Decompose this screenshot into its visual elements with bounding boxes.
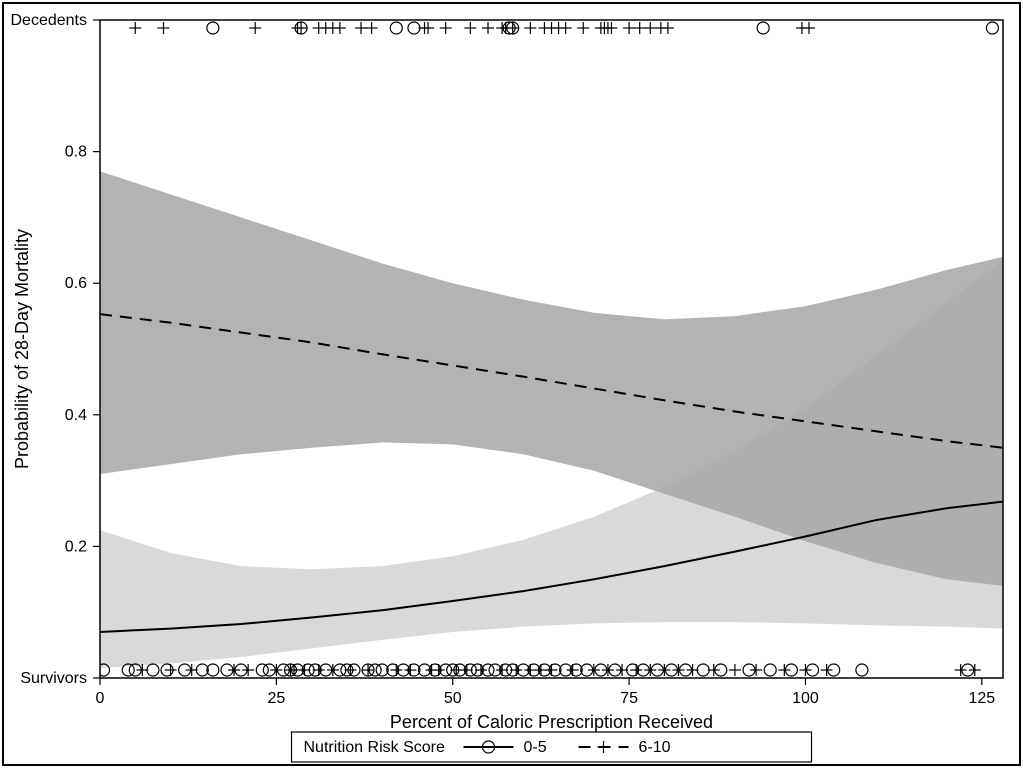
y-tick-label: 0.4: [65, 407, 87, 424]
rug-circle: [764, 664, 776, 676]
x-tick-label: 25: [267, 690, 285, 707]
x-axis-label: Percent of Caloric Prescription Received: [390, 712, 713, 732]
y-extra-label: Survivors: [20, 670, 87, 687]
x-tick-label: 75: [620, 690, 638, 707]
rug-circle: [207, 22, 219, 34]
x-tick-label: 100: [792, 690, 819, 707]
legend-label-low: 0-5: [524, 739, 547, 756]
mortality-chart: 0 25 50 75 100 125 Percent of Caloric Prescrip…: [0, 0, 1023, 768]
rug-circle: [856, 664, 868, 676]
legend-title: Nutrition Risk Score: [304, 739, 445, 756]
rug-circle: [408, 22, 420, 34]
legend-label-high: 6-10: [639, 739, 671, 756]
y-extra-label: Decedents: [11, 12, 88, 29]
ci-band-high: [100, 171, 1003, 586]
y-tick-label: 0.6: [65, 275, 87, 292]
x-tick-label: 125: [968, 690, 995, 707]
x-tick-label: 50: [444, 690, 462, 707]
x-tick-label: 0: [96, 690, 105, 707]
rug-circle: [147, 664, 159, 676]
y-axis-label: Probability of 28-Day Mortality: [12, 229, 32, 469]
rug-circle: [256, 664, 268, 676]
rug-circle: [986, 22, 998, 34]
rug-circle: [697, 664, 709, 676]
rug-circle: [390, 22, 402, 34]
chart-container: 0 25 50 75 100 125 Percent of Caloric Prescrip…: [0, 0, 1023, 768]
rug-circle: [757, 22, 769, 34]
y-tick-label: 0.8: [65, 144, 87, 161]
y-tick-label: 0.2: [65, 538, 87, 555]
